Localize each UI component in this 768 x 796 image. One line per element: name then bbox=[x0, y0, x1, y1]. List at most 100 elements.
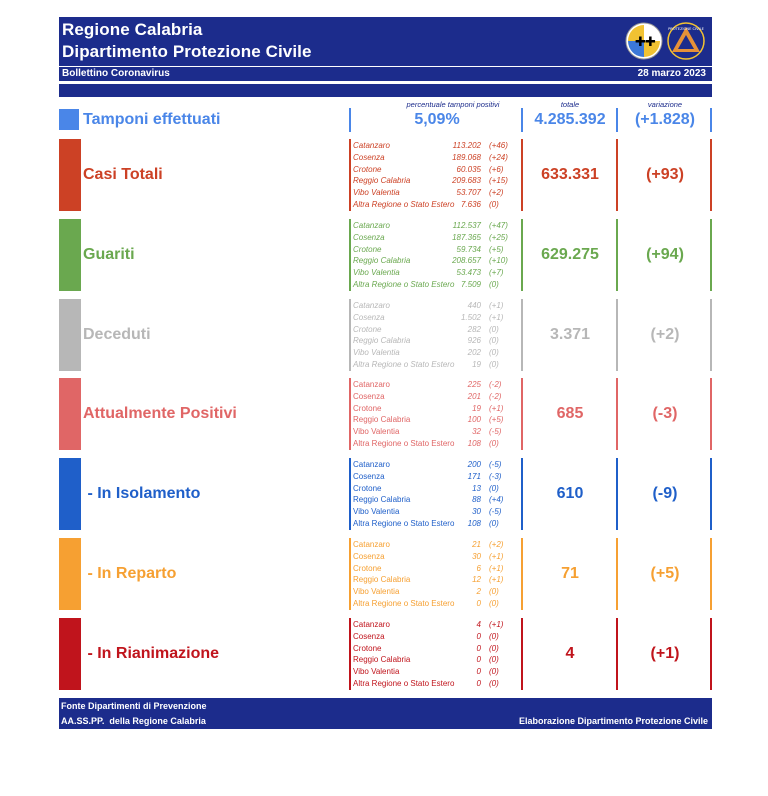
separator bbox=[349, 108, 351, 132]
section-variation: (-3) bbox=[652, 405, 678, 422]
svg-text:✚: ✚ bbox=[645, 35, 656, 50]
breakdown-row: Crotone 0 (0) bbox=[353, 643, 499, 653]
svg-text:✚: ✚ bbox=[635, 35, 646, 50]
tamponi-variation: (+1.828) bbox=[634, 111, 696, 128]
breakdown-row: Altra Regione o Stato Estero 7.636 (0) bbox=[353, 199, 499, 209]
section-swatch bbox=[59, 139, 81, 211]
section-label: Guariti bbox=[83, 246, 135, 263]
section-label: - In Isolamento bbox=[83, 485, 201, 502]
subheader-bar: Bollettino Coronavirus 28 marzo 2023 bbox=[59, 67, 712, 81]
breakdown-row: Altra Regione o Stato Estero 19 (0) bbox=[353, 359, 499, 369]
breakdown-row: Cosenza 1.502 (+1) bbox=[353, 312, 504, 322]
section-swatch bbox=[59, 299, 81, 371]
province-breakdown: Catanzaro 112.537 (+47) Cosenza 187.365 (+25… bbox=[353, 220, 519, 291]
breakdown-row: Altra Regione o Stato Estero 0 (0) bbox=[353, 598, 499, 608]
section-total: 71 bbox=[561, 565, 579, 582]
breakdown-row: Crotone 6 (+1) bbox=[353, 563, 504, 573]
separator bbox=[521, 299, 523, 371]
footer-credit: Elaborazione Dipartimento Protezione Civ… bbox=[518, 716, 708, 726]
province-breakdown: Catanzaro 4 (+1) Cosenza 0 (0) Crotone 0 (0) R… bbox=[353, 619, 519, 690]
section-swatch bbox=[59, 458, 81, 530]
section-in-isolamento: - In Isolamento Catanzaro 200 (-5) Cosenza… bbox=[59, 458, 712, 530]
separator bbox=[616, 108, 618, 132]
breakdown-row: Catanzaro 113.202 (+46) bbox=[353, 141, 508, 150]
section-variation: (+2) bbox=[650, 326, 680, 343]
separator bbox=[521, 219, 523, 291]
separator bbox=[616, 139, 618, 211]
breakdown-row: Cosenza 30 (+1) bbox=[353, 551, 504, 561]
footer-source-authority: AA.SS.PP. della Regione Calabria bbox=[61, 716, 206, 726]
section-label: Attualmente Positivi bbox=[83, 405, 237, 422]
breakdown-row: Reggio Calabria 100 (+5) bbox=[353, 415, 504, 425]
separator bbox=[521, 378, 523, 450]
breakdown-row: Cosenza 201 (-2) bbox=[353, 391, 502, 401]
section-variation: (-9) bbox=[652, 485, 678, 502]
separator bbox=[710, 108, 712, 132]
breakdown-row: Reggio Calabria 88 (+4) bbox=[353, 495, 504, 505]
breakdown-row: Crotone 13 (0) bbox=[353, 483, 499, 493]
section-label: Deceduti bbox=[83, 326, 151, 343]
separator bbox=[349, 219, 351, 291]
tamponi-percent: 5,09% bbox=[414, 111, 460, 128]
footer-banner: Fonte Dipartimenti di Prevenzione AA.SS.… bbox=[59, 698, 712, 729]
breakdown-row: Catanzaro 112.537 (+47) bbox=[353, 221, 508, 230]
breakdown-row: Crotone 59.734 (+5) bbox=[353, 244, 504, 254]
separator bbox=[521, 618, 523, 690]
tamponi-label: Tamponi effettuati bbox=[83, 111, 221, 128]
province-breakdown: Catanzaro 21 (+2) Cosenza 30 (+1) Crotone 6 (+… bbox=[353, 539, 519, 610]
logo-text: PROTEZIONE CIVILE bbox=[668, 27, 705, 31]
breakdown-row: Altra Regione o Stato Estero 0 (0) bbox=[353, 678, 499, 688]
section-total: 610 bbox=[556, 485, 584, 502]
province-breakdown: Catanzaro 113.202 (+46) Cosenza 189.068 (+24… bbox=[353, 140, 519, 211]
separator bbox=[521, 108, 523, 132]
tamponi-total: 4.285.392 bbox=[534, 111, 606, 128]
separator bbox=[521, 538, 523, 610]
breakdown-row: Vibo Valentia 202 (0) bbox=[353, 348, 499, 358]
footer-source: Fonte Dipartimenti di Prevenzione bbox=[61, 701, 207, 711]
section-variation: (+1) bbox=[650, 645, 680, 662]
separator bbox=[710, 618, 712, 690]
breakdown-row: Catanzaro 21 (+2) bbox=[353, 540, 504, 549]
separator bbox=[710, 139, 712, 211]
breakdown-row: Vibo Valentia 0 (0) bbox=[353, 667, 499, 677]
bulletin-date: 28 marzo 2023 bbox=[637, 68, 706, 79]
header-banner: Regione Calabria Dipartimento Protezione… bbox=[59, 17, 712, 66]
section-label: - In Rianimazione bbox=[83, 645, 220, 662]
pct-column-header: percentuale tamponi positivi bbox=[406, 100, 500, 109]
separator bbox=[521, 139, 523, 211]
separator bbox=[349, 538, 351, 610]
separator bbox=[349, 378, 351, 450]
section-variation: (+5) bbox=[650, 565, 680, 582]
breakdown-row: Reggio Calabria 209.683 (+15) bbox=[353, 176, 508, 186]
breakdown-row: Vibo Valentia 32 (-5) bbox=[353, 427, 502, 437]
breakdown-row: Vibo Valentia 53.707 (+2) bbox=[353, 188, 504, 198]
section-in-rianimazione: - In Rianimazione Catanzaro 4 (+1) Cosenza… bbox=[59, 618, 712, 690]
section-variation: (+93) bbox=[646, 166, 684, 183]
breakdown-row: Reggio Calabria 208.657 (+10) bbox=[353, 256, 508, 266]
separator bbox=[616, 458, 618, 530]
separator bbox=[349, 618, 351, 690]
separator bbox=[349, 139, 351, 211]
region-title: Regione Calabria bbox=[62, 20, 203, 39]
section-total: 629.275 bbox=[541, 246, 599, 263]
section-casi-totali: Casi Totali Catanzaro 113.202 (+46) Cosenz… bbox=[59, 139, 712, 211]
tamponi-swatch bbox=[59, 109, 79, 130]
breakdown-row: Reggio Calabria 0 (0) bbox=[353, 655, 499, 665]
separator bbox=[616, 618, 618, 690]
section-label: - In Reparto bbox=[83, 565, 177, 582]
breakdown-row: Altra Regione o Stato Estero 7.509 (0) bbox=[353, 279, 499, 289]
separator bbox=[710, 219, 712, 291]
breakdown-row: Cosenza 189.068 (+24) bbox=[353, 152, 508, 162]
section-variation: (+94) bbox=[646, 246, 684, 263]
divider-bar bbox=[59, 84, 712, 97]
breakdown-row: Catanzaro 200 (-5) bbox=[353, 460, 502, 469]
variation-column-header: variazione bbox=[647, 100, 683, 109]
breakdown-row: Vibo Valentia 53.473 (+7) bbox=[353, 268, 504, 278]
section-total: 4 bbox=[565, 645, 575, 662]
section-total: 685 bbox=[556, 405, 584, 422]
breakdown-row: Catanzaro 4 (+1) bbox=[353, 620, 504, 629]
calabria-crest-icon: ✚ ✚ bbox=[625, 22, 663, 60]
section-in-reparto: - In Reparto Catanzaro 21 (+2) Cosenza 30 (+… bbox=[59, 538, 712, 610]
breakdown-row: Crotone 282 (0) bbox=[353, 324, 499, 334]
section-swatch bbox=[59, 538, 81, 610]
